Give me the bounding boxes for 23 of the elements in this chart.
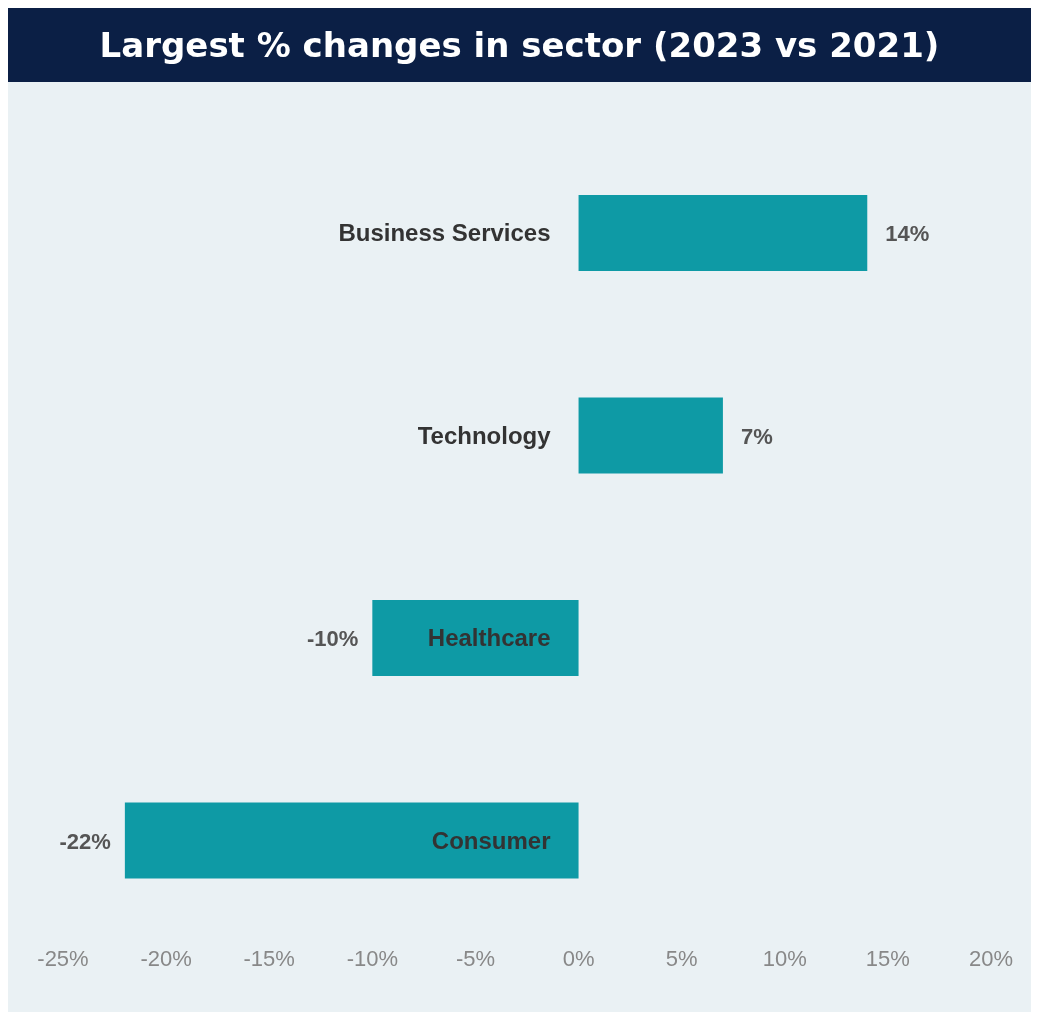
x-tick-label: 15% [865,945,910,971]
x-tick-label: -15% [243,945,295,971]
x-tick-label: -20% [140,945,192,971]
data-label: 7% [740,423,773,449]
x-tick-label: 10% [762,945,807,971]
x-tick-label: -5% [455,945,496,971]
y-tick-label: Consumer [431,826,551,854]
data-label: -22% [59,828,111,854]
x-tick-label: -25% [37,945,89,971]
x-tick-label: 20% [968,945,1014,971]
bar [124,802,579,879]
y-tick-label: Business Services [338,219,551,246]
bar [578,195,868,271]
y-tick-label: Technology [417,421,552,449]
x-tick-label: -10% [346,945,399,971]
y-tick-label: Healthcare [427,624,551,651]
bar [578,397,723,474]
chart-title: Largest % changes in sector (2023 vs 2021) [99,25,940,65]
x-tick-label: 0% [562,945,595,971]
data-label: 14% [885,221,930,246]
x-tick-label: 5% [665,945,698,971]
data-label: -10% [306,626,359,651]
bar [372,600,579,676]
